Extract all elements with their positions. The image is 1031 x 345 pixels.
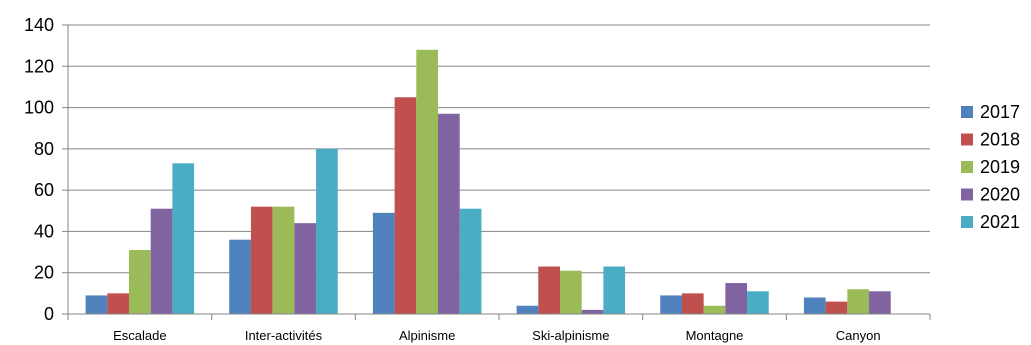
bar-2017-4 (660, 295, 682, 314)
y-tick-label: 0 (44, 304, 54, 324)
bar-2017-5 (803, 297, 826, 314)
legend-swatch-2017 (961, 106, 973, 118)
bar-2018-3 (538, 266, 560, 314)
legend-label-2018: 2018 (980, 130, 1020, 150)
legend-label-2019: 2019 (980, 157, 1020, 177)
bar-2020-5 (869, 291, 891, 314)
bar-2019-3 (559, 270, 582, 314)
bar-2018-5 (825, 301, 848, 314)
y-tick-label: 100 (24, 98, 54, 118)
bar-2017-0 (85, 295, 108, 314)
legend-label-2020: 2020 (980, 185, 1020, 205)
bar-2020-1 (294, 223, 317, 314)
bar-2018-1 (250, 206, 273, 314)
legend-label-2021: 2021 (980, 212, 1020, 232)
bar-2020-4 (725, 283, 748, 314)
bar-2019-2 (416, 49, 439, 315)
legend-label-2017: 2017 (980, 102, 1020, 122)
y-tick-label: 140 (24, 15, 54, 35)
y-tick-label: 20 (34, 263, 54, 283)
y-tick-label: 120 (24, 56, 54, 76)
bar-2021-4 (747, 291, 769, 314)
legend-swatch-2019 (961, 161, 973, 173)
bar-2019-5 (847, 289, 870, 314)
x-category-label: Escalade (113, 328, 166, 343)
bar-2020-3 (581, 309, 604, 314)
bar-2021-1 (316, 148, 338, 314)
bar-2017-3 (516, 305, 539, 314)
legend-swatch-2018 (961, 133, 973, 146)
bar-2017-1 (229, 239, 251, 314)
bar-2019-1 (272, 206, 295, 314)
bar-2021-0 (172, 163, 195, 314)
gridlines (68, 24, 930, 274)
bar-2018-0 (107, 293, 129, 314)
bar-2021-3 (603, 266, 626, 314)
x-category-label: Inter-activités (245, 328, 323, 343)
x-category-label: Alpinisme (399, 328, 455, 343)
bars (85, 49, 891, 315)
x-category-label: Ski-alpinisme (532, 328, 609, 343)
bar-2019-0 (128, 250, 151, 314)
legend-swatch-2021 (961, 216, 973, 228)
legend-swatch-2020 (961, 188, 973, 201)
y-tick-label: 60 (34, 180, 54, 200)
bar-2020-2 (438, 113, 460, 314)
bar-2021-2 (459, 208, 482, 314)
bar-2020-0 (150, 208, 173, 314)
bar-2017-2 (372, 212, 395, 314)
axes: 0 20 40 60 80 100 120 140 Escalade Inter-activité… (24, 15, 931, 343)
y-tick-label: 40 (34, 221, 54, 241)
x-category-label: Canyon (836, 328, 881, 343)
bar-2019-4 (703, 305, 726, 314)
bar-2018-2 (394, 97, 417, 314)
x-category-label: Montagne (686, 328, 744, 343)
legend: 2017 2018 2019 2020 2021 (961, 102, 1020, 232)
bar-2018-4 (681, 293, 704, 314)
y-tick-label: 80 (34, 139, 54, 159)
